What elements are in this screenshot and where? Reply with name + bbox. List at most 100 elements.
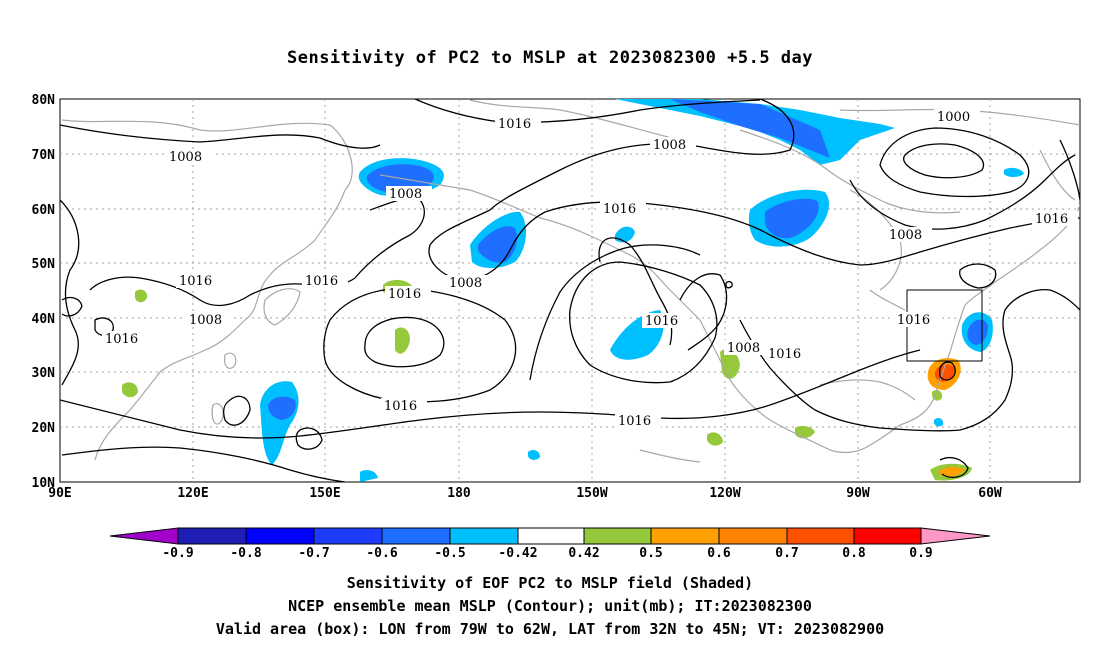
lon-label: 120E	[177, 486, 208, 501]
contour-label: 1016	[385, 286, 431, 302]
contour-label: 1016	[495, 116, 541, 132]
svg-text:1016: 1016	[384, 399, 417, 414]
lat-label: 10N	[32, 476, 56, 491]
contour-label: 1016	[642, 313, 688, 329]
contour-label: 1016	[600, 201, 646, 217]
shade-green-4	[122, 382, 138, 398]
lon-label: 60W	[978, 486, 1002, 501]
shade-small-blue-4	[1004, 167, 1024, 177]
contour-label: 1016	[615, 413, 661, 429]
colorbar-left-arrow	[109, 527, 179, 545]
contour-label: 1008	[166, 149, 212, 165]
svg-text:1016: 1016	[618, 414, 651, 429]
colorbar-label: 0.8	[842, 546, 866, 561]
svg-text:1016: 1016	[105, 332, 138, 347]
svg-text:1008: 1008	[653, 138, 686, 153]
colorbar-segment	[718, 527, 788, 545]
lon-label: 120W	[709, 486, 740, 501]
svg-text:1016: 1016	[897, 313, 930, 328]
lat-label: 70N	[32, 148, 56, 163]
shade-green-3	[720, 348, 740, 379]
shade-atlantic-core	[967, 319, 988, 345]
shade-japan-core	[268, 396, 296, 420]
colorbar-right-arrow	[920, 527, 991, 545]
colorbar-segment	[650, 527, 720, 545]
svg-text:1016: 1016	[498, 117, 531, 132]
shade-green-5	[135, 289, 148, 303]
lat-label: 60N	[32, 203, 56, 218]
colorbar-label: 0.42	[568, 546, 599, 561]
shade-small-blue-2	[528, 449, 540, 460]
colorbar-label: -0.9	[162, 546, 193, 561]
colorbar-segment	[449, 527, 519, 545]
contour-label: 1016	[1032, 211, 1078, 227]
contour-label: 1008	[186, 312, 232, 328]
svg-text:1008: 1008	[449, 276, 482, 291]
shade-small-blue-5	[934, 417, 944, 427]
shade-bottom-orange-core	[940, 467, 965, 477]
colorbar-segment	[517, 527, 585, 545]
colorbar-label: -0.5	[434, 546, 465, 561]
colorbar-label: -0.42	[498, 546, 537, 561]
colorbar-label: 0.7	[775, 546, 798, 561]
shade-green-6	[707, 432, 723, 446]
svg-text:1016: 1016	[603, 202, 636, 217]
lat-labels: 80N 70N 60N 50N 40N 30N 20N 10N	[32, 93, 56, 491]
lat-label: 80N	[32, 93, 56, 108]
svg-text:1016: 1016	[1035, 212, 1068, 227]
colorbar-segment	[853, 527, 922, 545]
contour-label: 1008	[446, 275, 492, 291]
mslp-contours	[60, 99, 1080, 482]
map-title: Sensitivity of PC2 to MSLP at 2023082300…	[286, 48, 813, 68]
colorbar-segment	[583, 527, 652, 545]
lon-label: 150W	[576, 486, 607, 501]
lat-label: 50N	[32, 257, 56, 272]
caption-contour: NCEP ensemble mean MSLP (Contour); unit(…	[288, 597, 812, 615]
colorbar-label: 0.5	[639, 546, 662, 561]
svg-text:1016: 1016	[179, 274, 212, 289]
shade-hudson-core	[765, 198, 819, 239]
svg-text:1016: 1016	[305, 274, 338, 289]
shade-green-1	[395, 327, 410, 354]
contour-label: 1016	[765, 346, 811, 362]
colorbar-segment	[177, 527, 247, 545]
shade-small-blue-1	[615, 226, 635, 243]
colorbar-label: -0.7	[298, 546, 329, 561]
lon-label: 180	[447, 486, 471, 501]
svg-text:1000: 1000	[937, 110, 970, 125]
contour-label: 1000	[934, 109, 980, 125]
coastlines	[61, 99, 1080, 463]
svg-text:1008: 1008	[189, 313, 222, 328]
caption-shading: Sensitivity of EOF PC2 to MSLP field (Sh…	[346, 574, 754, 592]
contour-labels: 1016 1008 1000 1008 1016 1008 1016 1016 …	[102, 109, 1078, 429]
svg-text:1016: 1016	[768, 347, 801, 362]
svg-text:1016: 1016	[645, 314, 678, 329]
colorbar-segment	[381, 527, 451, 545]
colorbar-segment	[313, 527, 383, 545]
svg-text:1008: 1008	[889, 228, 922, 243]
shade-arctic-core	[670, 99, 830, 158]
contour-label: 1016	[381, 398, 427, 414]
lat-label: 30N	[32, 366, 56, 381]
lat-label: 20N	[32, 421, 56, 436]
contour-label: 1016	[894, 312, 940, 328]
shade-small-blue-3	[360, 470, 378, 482]
contour-label: 1008	[650, 137, 696, 153]
contour-label: 1016	[302, 273, 348, 289]
contour-label: 1016	[176, 273, 222, 289]
svg-text:1016: 1016	[388, 287, 421, 302]
lat-label: 40N	[32, 312, 56, 327]
shade-dateline-core	[478, 226, 517, 263]
contour-label: 1008	[886, 227, 932, 243]
lon-label: 150E	[309, 486, 340, 501]
contour-label: 1008	[724, 340, 770, 356]
svg-text:1008: 1008	[727, 341, 760, 356]
caption-valid-area: Valid area (box): LON from 79W to 62W, L…	[215, 620, 885, 638]
svg-text:1008: 1008	[389, 187, 422, 202]
colorbar-label: -0.6	[366, 546, 397, 561]
colorbar-label: 0.9	[909, 546, 932, 561]
svg-text:1008: 1008	[169, 150, 202, 165]
lon-label: 90E	[48, 486, 71, 501]
colorbar-label: 0.6	[707, 546, 731, 561]
